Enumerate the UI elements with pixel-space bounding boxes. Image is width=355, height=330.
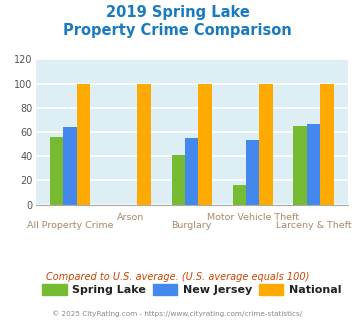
Text: Compared to U.S. average. (U.S. average equals 100): Compared to U.S. average. (U.S. average …: [46, 272, 309, 282]
Bar: [307, 123, 320, 205]
Bar: [260, 83, 273, 205]
Bar: [198, 83, 212, 205]
Bar: [63, 127, 77, 205]
Bar: [137, 83, 151, 205]
Text: Burglary: Burglary: [171, 221, 212, 230]
Text: Property Crime Comparison: Property Crime Comparison: [63, 23, 292, 38]
Text: Larceny & Theft: Larceny & Theft: [276, 221, 351, 230]
Bar: [185, 138, 198, 205]
Text: Arson: Arson: [117, 213, 144, 221]
Text: All Property Crime: All Property Crime: [27, 221, 113, 230]
Legend: Spring Lake, New Jersey, National: Spring Lake, New Jersey, National: [38, 280, 346, 300]
Bar: [50, 137, 63, 205]
Bar: [320, 83, 334, 205]
Bar: [77, 83, 90, 205]
Text: © 2025 CityRating.com - https://www.cityrating.com/crime-statistics/: © 2025 CityRating.com - https://www.city…: [53, 310, 302, 317]
Bar: [246, 141, 260, 205]
Bar: [171, 155, 185, 205]
Text: 2019 Spring Lake: 2019 Spring Lake: [105, 5, 250, 20]
Bar: [233, 185, 246, 205]
Text: Motor Vehicle Theft: Motor Vehicle Theft: [207, 213, 299, 221]
Bar: [294, 126, 307, 205]
